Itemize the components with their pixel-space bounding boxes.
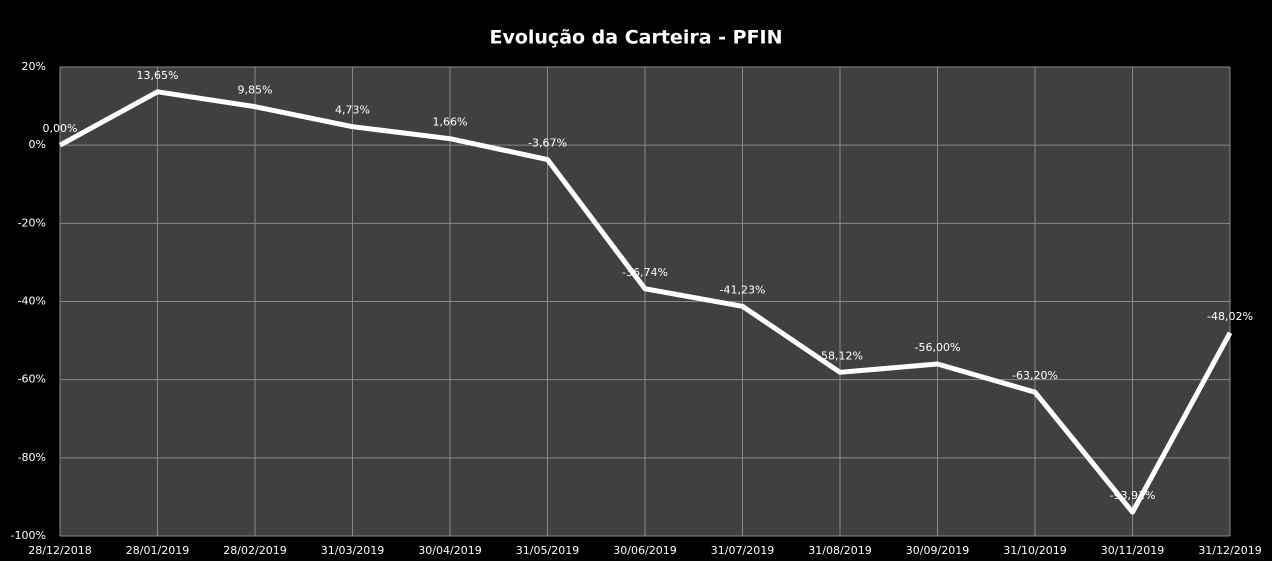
y-tick-label: -40% (18, 295, 46, 308)
x-tick-label: 31/07/2019 (711, 544, 774, 557)
data-label: 1,66% (433, 116, 468, 129)
x-tick-label: 30/09/2019 (906, 544, 969, 557)
y-tick-label: -100% (11, 529, 46, 542)
data-label: 13,65% (137, 69, 179, 82)
y-tick-label: 20% (22, 60, 46, 73)
y-tick-label: -80% (18, 451, 46, 464)
data-label: -93,91% (1110, 489, 1156, 502)
x-tick-label: 30/06/2019 (613, 544, 676, 557)
line (58, 89, 1233, 515)
data-label: -56,00% (915, 341, 961, 354)
x-tick-label: 31/03/2019 (321, 544, 384, 557)
data-label: 4,73% (335, 104, 370, 117)
chart-title: Evolução da Carteira - PFIN (489, 27, 782, 49)
x-tick-label: 31/12/2019 (1198, 544, 1261, 557)
x-tick-label: 28/12/2018 (28, 544, 91, 557)
x-tick-label: 31/08/2019 (808, 544, 871, 557)
data-label: 9,85% (238, 84, 273, 97)
data-label: -36,74% (622, 266, 668, 279)
y-tick-label: 0% (29, 138, 46, 151)
data-label: -58,12% (817, 349, 863, 362)
x-tick-label: 28/02/2019 (223, 544, 286, 557)
x-tick-label: 28/01/2019 (126, 544, 189, 557)
x-tick-label: 31/05/2019 (516, 544, 579, 557)
y-tick-label: -20% (18, 216, 46, 229)
x-tick-label: 30/11/2019 (1101, 544, 1164, 557)
data-label: -41,23% (720, 283, 766, 296)
x-tick-label: 30/04/2019 (418, 544, 481, 557)
data-label: -3,67% (528, 137, 567, 150)
x-tick-label: 31/10/2019 (1003, 544, 1066, 557)
data-label: 0,00% (43, 122, 78, 135)
data-label: -48,02% (1207, 310, 1253, 323)
y-tick-label: -60% (18, 373, 46, 386)
data-label: -63,20% (1012, 369, 1058, 382)
